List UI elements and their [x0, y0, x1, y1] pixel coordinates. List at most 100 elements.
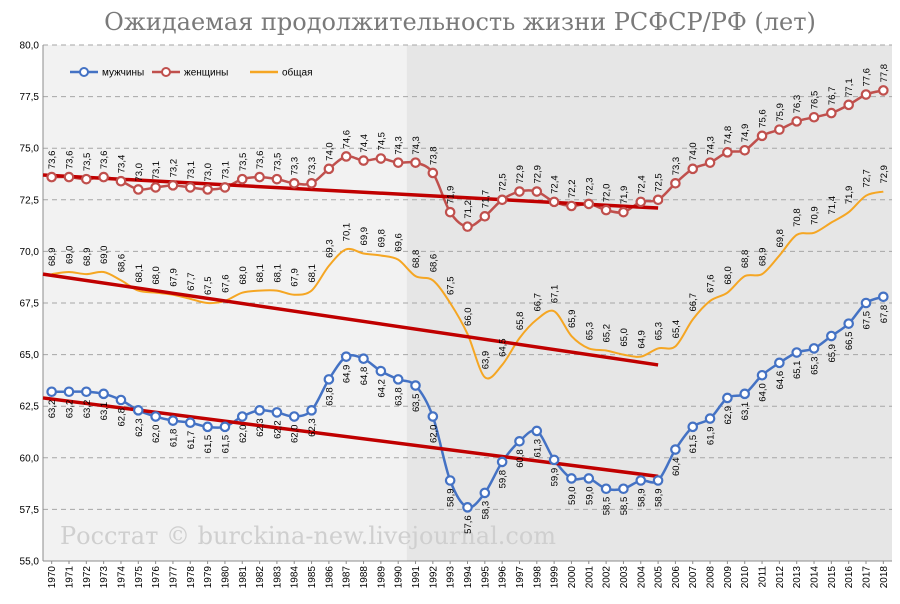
- x-tick-label: 1994: [463, 566, 474, 589]
- x-tick-label: 1972: [82, 566, 93, 589]
- data-point-women: [236, 173, 248, 185]
- data-label-women: 73,3: [290, 157, 301, 176]
- data-point-men: [808, 343, 820, 354]
- data-label-total: 68,1: [134, 264, 145, 283]
- data-label-men: 62,8: [116, 408, 127, 427]
- data-label-men: 58,5: [619, 497, 630, 516]
- data-label-women: 73,5: [238, 153, 249, 172]
- data-label-women: 73,2: [168, 159, 179, 178]
- data-point-women: [254, 171, 265, 183]
- data-label-men: 65,3: [810, 356, 821, 375]
- data-point-women: [462, 221, 473, 232]
- data-label-total: 69,0: [99, 246, 110, 265]
- data-point-women: [843, 99, 854, 111]
- data-point-men: [514, 435, 525, 447]
- data-point-women: [687, 163, 699, 175]
- data-point-men: [184, 417, 196, 429]
- y-tick-label: 70,0: [20, 247, 40, 258]
- data-label-women: 74,4: [359, 134, 370, 153]
- data-point-men: [410, 380, 421, 391]
- data-point-women: [427, 167, 439, 179]
- data-label-women: 74,8: [723, 126, 734, 145]
- data-label-men: 59,9: [550, 468, 561, 487]
- data-point-men: [202, 421, 213, 433]
- data-point-men: [878, 291, 889, 303]
- data-label-men: 62,3: [307, 418, 318, 437]
- data-point-women: [306, 177, 317, 189]
- x-tick-label: 1989: [376, 566, 387, 589]
- data-label-total: 68,6: [116, 254, 127, 273]
- data-point-women: [184, 182, 196, 193]
- data-label-total: 68,1: [272, 264, 283, 283]
- x-tick-label: 1984: [290, 566, 301, 589]
- data-point-women: [271, 173, 283, 185]
- data-label-men: 58,9: [636, 489, 647, 508]
- y-tick-label: 65,0: [20, 350, 40, 361]
- data-label-total: 68,8: [411, 250, 422, 269]
- data-point-men: [236, 411, 248, 422]
- x-tick-label: 2007: [688, 566, 699, 589]
- data-point-women: [63, 171, 75, 183]
- data-label-total: 67,1: [550, 285, 561, 304]
- x-tick-label: 2000: [567, 566, 578, 589]
- data-point-men: [219, 421, 231, 433]
- data-label-total: 69,3: [324, 239, 335, 258]
- data-label-total: 68,9: [47, 248, 58, 267]
- data-label-women: 77,6: [862, 68, 873, 87]
- data-label-women: 72,9: [532, 165, 543, 184]
- x-tick-label: 1983: [272, 566, 283, 589]
- data-label-women: 74,3: [706, 136, 717, 155]
- data-point-men: [566, 473, 577, 484]
- x-tick-label: 1970: [47, 566, 58, 589]
- y-tick-label: 60,0: [20, 453, 40, 464]
- data-point-men: [392, 374, 404, 385]
- data-point-men: [323, 374, 335, 385]
- data-label-total: 67,6: [220, 274, 231, 293]
- x-tick-label: 2014: [810, 566, 821, 589]
- x-tick-label: 2002: [602, 566, 613, 589]
- data-point-women: [46, 171, 57, 183]
- x-tick-label: 1976: [151, 566, 162, 589]
- x-tick-label: 2015: [827, 566, 838, 589]
- data-label-men: 58,3: [480, 501, 491, 520]
- data-label-total: 71,4: [827, 196, 838, 215]
- data-label-total: 63,9: [480, 351, 491, 370]
- data-point-men: [288, 411, 300, 422]
- data-label-men: 64,2: [376, 379, 387, 398]
- data-label-women: 71,7: [480, 190, 491, 209]
- data-point-women: [618, 206, 629, 218]
- data-point-women: [340, 151, 352, 162]
- data-label-men: 65,1: [792, 361, 803, 380]
- data-label-men: 59,8: [498, 470, 509, 489]
- data-point-men: [132, 405, 144, 416]
- data-label-total: 68,6: [428, 254, 439, 273]
- data-point-men: [583, 473, 595, 484]
- data-label-women: 77,1: [844, 78, 855, 97]
- data-label-total: 69,8: [775, 229, 786, 248]
- data-point-men: [652, 475, 664, 486]
- data-point-men: [670, 444, 681, 455]
- x-tick-label: 2012: [775, 566, 786, 589]
- x-tick-label: 1990: [394, 566, 405, 589]
- data-point-men: [704, 413, 716, 424]
- data-label-total: 68,1: [307, 264, 318, 283]
- data-label-total: 66,0: [463, 307, 474, 326]
- data-label-total: 67,9: [290, 268, 301, 287]
- x-tick-label: 2004: [636, 566, 647, 589]
- data-label-men: 63,2: [64, 400, 75, 419]
- data-point-women: [774, 124, 785, 135]
- data-label-men: 66,5: [844, 332, 855, 351]
- data-label-women: 73,0: [203, 163, 214, 182]
- data-label-men: 61,5: [203, 435, 214, 454]
- data-label-men: 64,8: [359, 367, 370, 386]
- series-line-total: [51, 190, 884, 380]
- x-tick-label: 1974: [116, 566, 127, 589]
- trend-line: [42, 272, 659, 367]
- data-label-total: 69,0: [64, 246, 75, 265]
- data-point-women: [496, 194, 508, 206]
- data-label-men: 58,9: [446, 489, 457, 508]
- data-label-women: 73,0: [134, 163, 145, 182]
- x-tick-label: 1991: [411, 566, 422, 589]
- x-tick-label: 1988: [359, 566, 370, 589]
